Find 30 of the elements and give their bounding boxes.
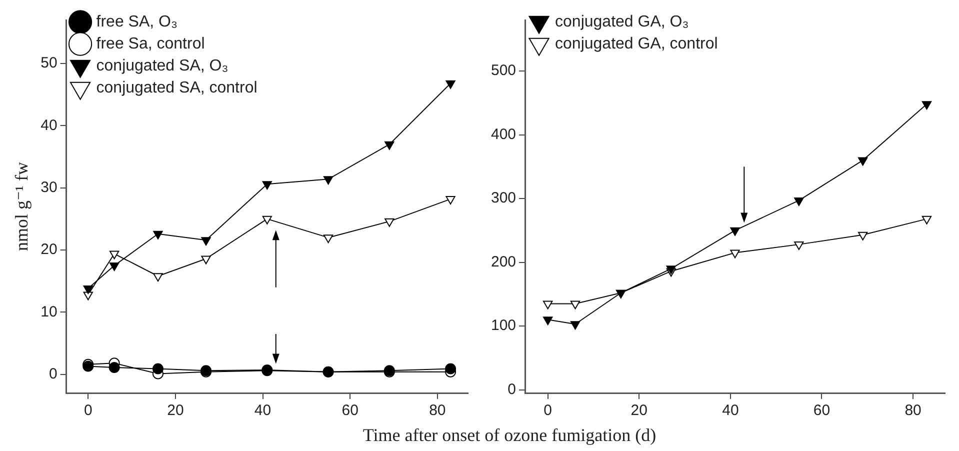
x-tick-label: 60 bbox=[813, 402, 830, 420]
x-axis-title: Time after onset of ozone fumigation (d) bbox=[362, 425, 658, 446]
x-tick-label: 0 bbox=[544, 402, 552, 420]
x-tick-label: 40 bbox=[722, 402, 739, 420]
y-tick-label: 30 bbox=[40, 178, 58, 196]
y-tick-label: 200 bbox=[490, 253, 516, 270]
legend-label: free SA, O₃ bbox=[96, 13, 178, 30]
legend-label: free Sa, control bbox=[96, 35, 205, 52]
y-tick-label: 0 bbox=[48, 365, 58, 382]
y-tick-label: 10 bbox=[40, 303, 58, 320]
x-tick-label: 40 bbox=[254, 402, 272, 420]
x-tick-label: 80 bbox=[429, 402, 446, 420]
y-tick-label: 400 bbox=[490, 126, 516, 143]
y-axis-title: nmol g⁻¹ fw bbox=[12, 162, 32, 251]
x-tick-label: 20 bbox=[167, 402, 184, 420]
y-tick-label: 100 bbox=[490, 317, 516, 334]
y-tick-label: 20 bbox=[40, 241, 58, 258]
x-tick-label: 0 bbox=[84, 402, 92, 420]
x-tick-label: 60 bbox=[342, 402, 358, 420]
y-tick-label: 50 bbox=[40, 54, 58, 72]
y-tick-label: 0 bbox=[508, 380, 516, 398]
y-tick-label: 300 bbox=[490, 190, 516, 207]
x-tick-label: 80 bbox=[904, 402, 922, 420]
x-tick-label: 20 bbox=[630, 402, 648, 420]
legend-label: conjugated GA, control bbox=[555, 35, 718, 52]
legend-label: conjugated GA, O₃ bbox=[555, 13, 689, 30]
y-tick-label: 500 bbox=[490, 62, 516, 80]
legend-label: conjugated SA, O₃ bbox=[96, 57, 228, 74]
y-tick-label: 40 bbox=[40, 116, 58, 134]
legend-label: conjugated SA, control bbox=[96, 79, 258, 96]
